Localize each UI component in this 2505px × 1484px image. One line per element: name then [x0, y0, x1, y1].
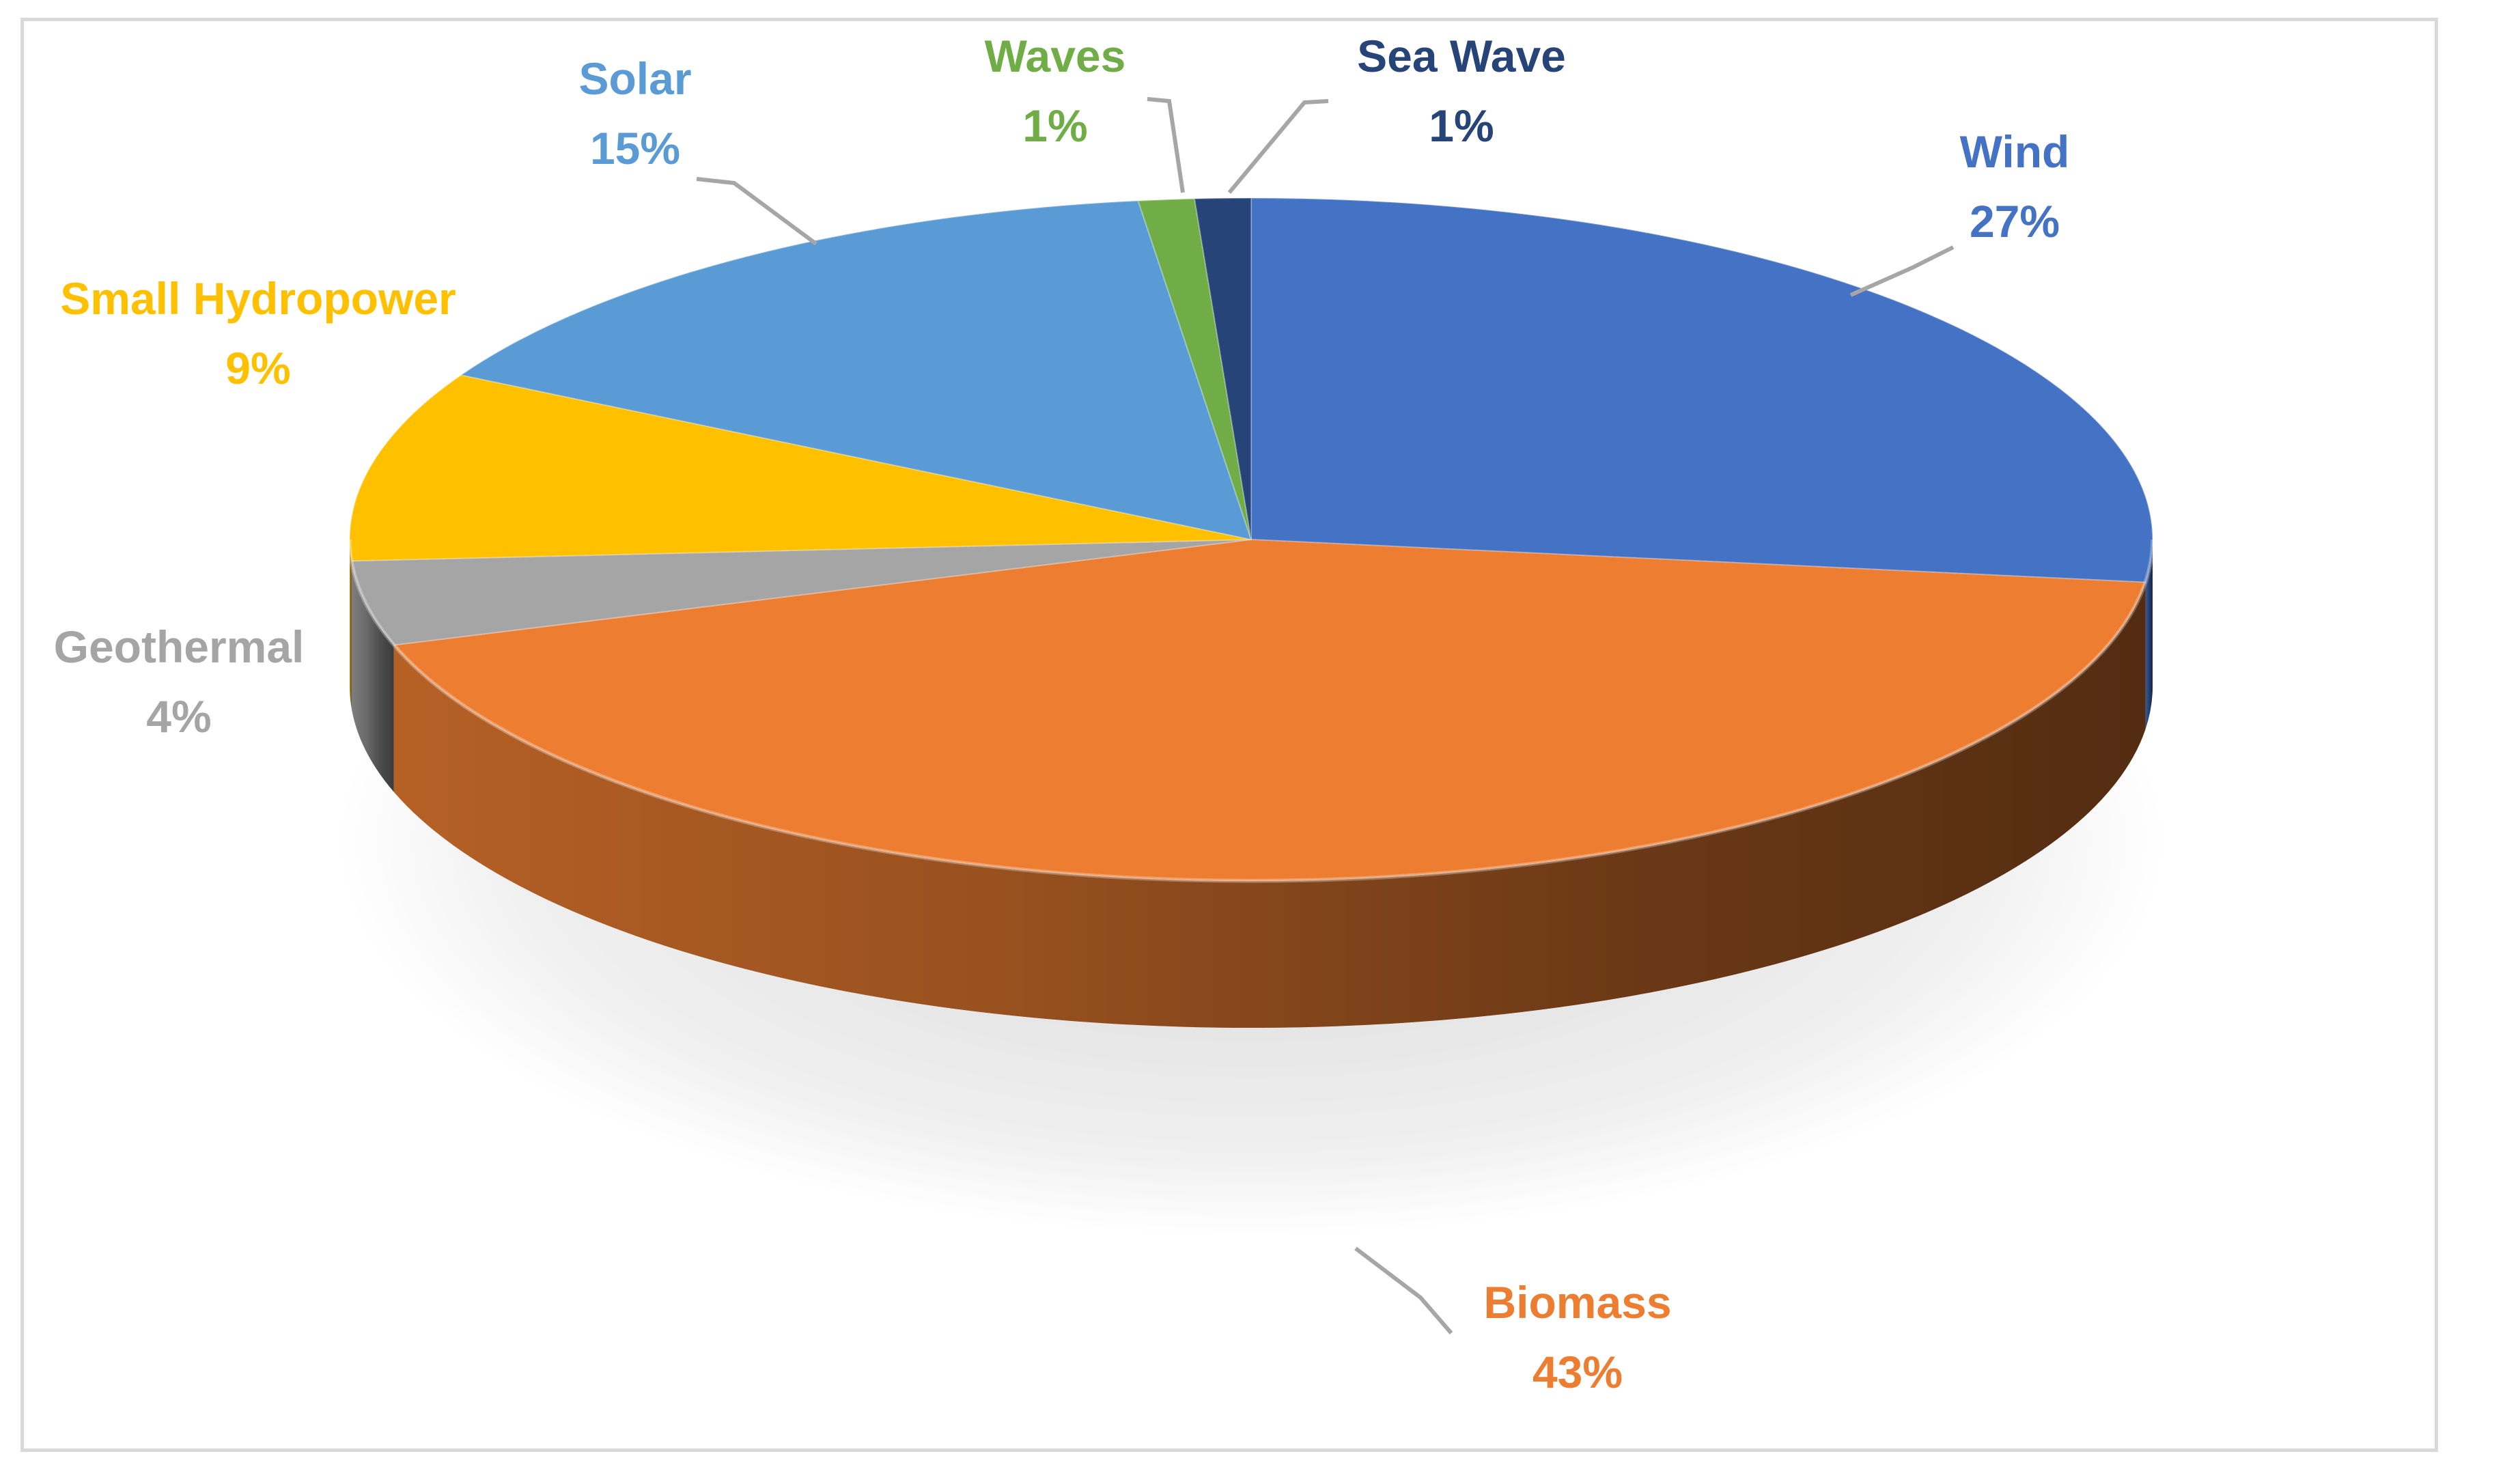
- label-value-waves: 1%: [1022, 100, 1087, 151]
- label-name-waves: Waves: [985, 31, 1126, 81]
- label-name-biomass: Biomass: [1483, 1277, 1671, 1328]
- slice-geothermal: [350, 539, 1252, 646]
- label-value-biomass: 43%: [1533, 1347, 1623, 1397]
- label-name-sea-wave: Sea Wave: [1357, 31, 1566, 81]
- pie-labels: Wind 27% Biomass 43% Geothermal 4% Small Hydro…: [54, 31, 2070, 1397]
- slice-biomass: [392, 538, 2146, 882]
- label-name-small-hydropower: Small Hydropower: [60, 273, 456, 324]
- side-shade-small-hydropower: [350, 540, 352, 708]
- pie-top: [348, 197, 2155, 883]
- pie-rim-highlight: [348, 539, 2155, 883]
- side-shade-biomass: [393, 582, 2146, 1028]
- slice-sea-wave: [1193, 197, 1252, 540]
- leader-line-solar: [696, 177, 817, 246]
- label-value-solar: 15%: [590, 123, 680, 173]
- leader-line-biomass: [1354, 1246, 1453, 1334]
- slice-wind: [1250, 197, 2153, 583]
- leader-line-waves: [1147, 97, 1185, 193]
- label-value-small-hydropower: 9%: [225, 343, 290, 393]
- side-shade-wind: [2145, 540, 2153, 729]
- pie-sides: [350, 540, 2153, 1028]
- slice-solar: [459, 199, 1252, 541]
- label-name-solar: Solar: [578, 53, 691, 104]
- leader-line-sea-wave: [1227, 99, 1329, 194]
- side-shade-geothermal: [351, 561, 394, 792]
- label-name-wind: Wind: [1960, 126, 2070, 177]
- label-value-sea-wave: 1%: [1429, 100, 1494, 151]
- slice-waves: [1137, 197, 1252, 540]
- label-name-geothermal: Geothermal: [54, 621, 305, 672]
- label-value-geothermal: 4%: [146, 691, 211, 742]
- label-value-wind: 27%: [1970, 196, 2060, 247]
- slice-small-hydropower: [349, 374, 1252, 562]
- leader-line-wind: [1849, 245, 1955, 297]
